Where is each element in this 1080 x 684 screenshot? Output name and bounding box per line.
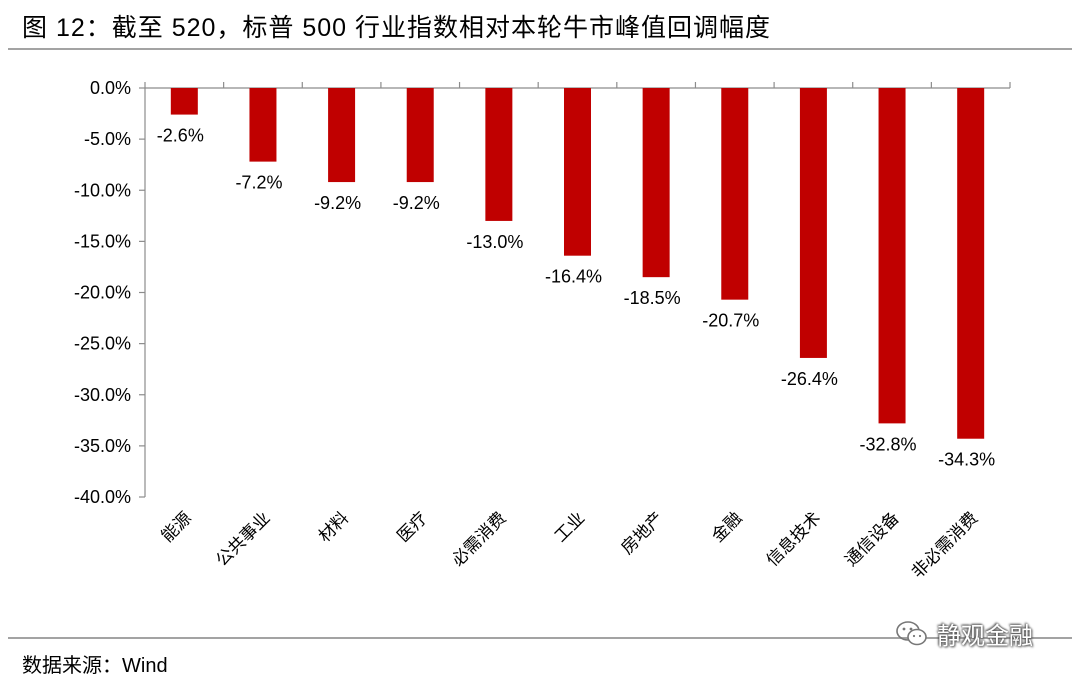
category-label-2: 材料 [315,508,352,545]
data-label-2: -9.2% [314,193,361,213]
bar-7 [721,88,749,300]
data-label-4: -13.0% [466,232,523,252]
watermark-text: 静观金融 [937,623,1033,650]
bar-1 [249,88,277,162]
bottom-divider [8,637,1072,639]
category-label-7: 金融 [708,508,745,545]
data-label-8: -26.4% [781,369,838,389]
category-label-3: 医疗 [394,508,431,545]
bar-5 [564,88,591,256]
y-tick-label: -30.0% [74,385,131,405]
source-note: 数据来源：Wind [22,655,168,677]
x-axis [144,82,1011,89]
y-tick-label: -15.0% [74,231,131,251]
data-labels: -2.6% -7.2% -9.2% -9.2% -13.0% -16.4% -18.5% -2… [157,126,995,470]
bar-3 [406,88,434,183]
y-tick-label: -10.0% [74,180,131,200]
y-tick-label: -5.0% [84,129,131,149]
y-tick-label: -35.0% [74,436,131,456]
watermark: 静观金融 [895,616,1033,651]
bar-chart: 0.0% -5.0% -10.0% -15.0% -20.0% -25.0% -30.0% -… [74,78,1011,582]
y-tick-label: -25.0% [74,334,131,354]
category-labels: 能源 公共事业 材料 医疗 必需消费 工业 房地产 金融 信息技术 通信设备 非必需消费 [158,508,982,582]
data-label-5: -16.4% [545,267,602,287]
bar-2 [328,88,356,183]
y-tick-label: 0.0% [90,78,131,98]
data-label-1: -7.2% [235,173,282,193]
data-label-6: -18.5% [624,288,681,308]
top-divider [8,48,1072,50]
category-label-5: 工业 [551,508,588,545]
category-label-9: 通信设备 [841,508,903,570]
bar-8 [799,88,827,358]
category-label-1: 公共事业 [212,508,274,570]
data-label-0: -2.6% [157,126,204,146]
y-axis: 0.0% -5.0% -10.0% -15.0% -20.0% -25.0% -30.0% -… [74,78,146,507]
category-label-0: 能源 [158,508,195,545]
category-label-6: 房地产 [617,508,666,557]
category-label-4: 必需消费 [448,508,510,570]
wechat-icon [896,620,927,645]
bar-9 [878,88,906,424]
data-label-9: -32.8% [860,434,917,454]
chart-title: 图 12：截至 520，标普 500 行业指数相对本轮牛市峰值回调幅度 [22,14,772,42]
y-tick-label: -20.0% [74,283,131,303]
bar-6 [642,88,670,278]
bar-0 [170,88,198,115]
bars [170,88,985,439]
category-label-8: 信息技术 [763,508,825,570]
y-tick-label: -40.0% [74,487,131,507]
category-label-10: 非必需消费 [908,508,982,582]
data-label-7: -20.7% [702,311,759,331]
bar-4 [485,88,513,221]
data-label-3: -9.2% [393,193,440,213]
data-label-10: -34.3% [938,450,995,470]
bar-10 [957,88,985,439]
